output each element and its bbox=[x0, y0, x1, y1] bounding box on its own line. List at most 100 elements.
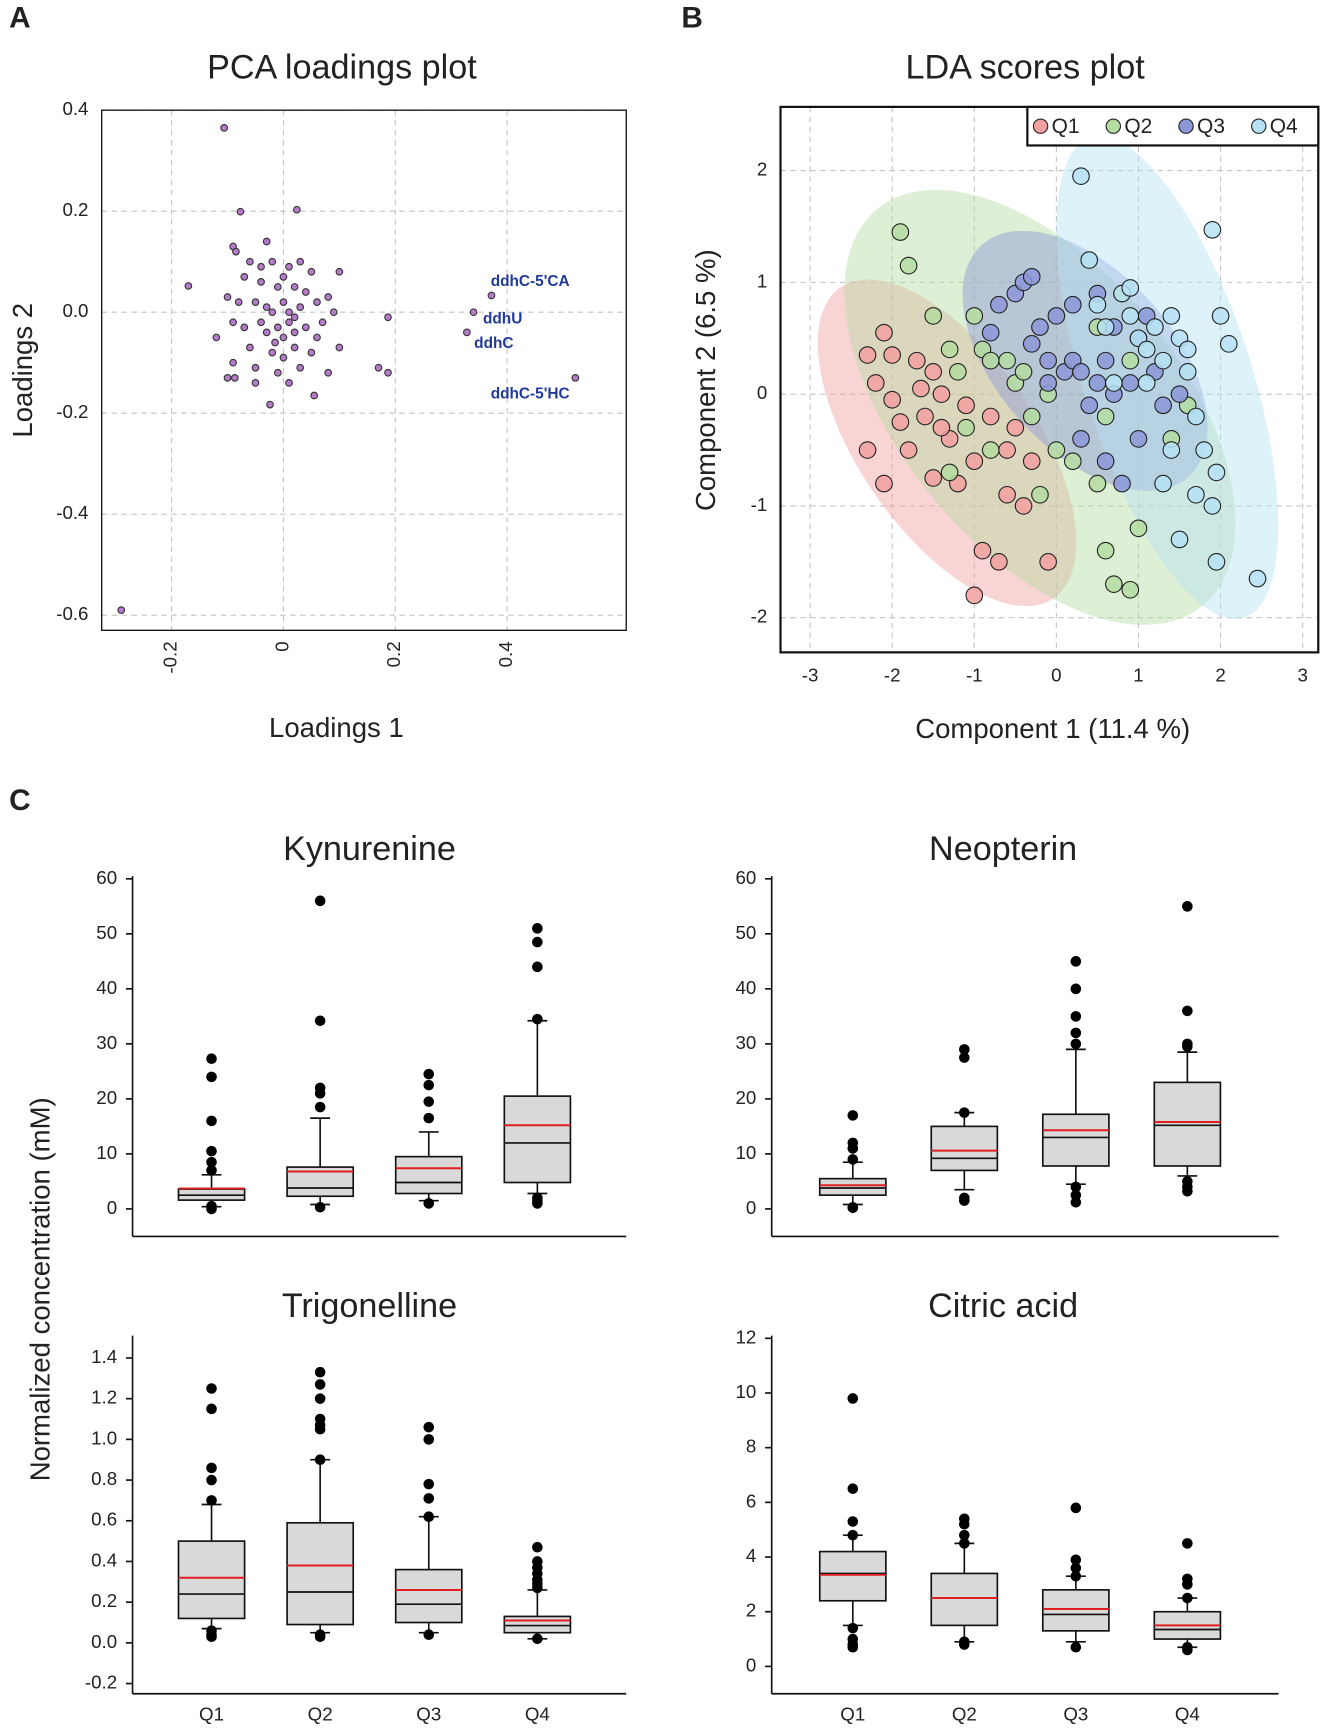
point bbox=[858, 441, 877, 459]
point bbox=[1121, 307, 1140, 325]
point bbox=[236, 207, 245, 216]
point bbox=[875, 323, 893, 342]
box bbox=[503, 1615, 572, 1634]
outlier bbox=[206, 1200, 217, 1212]
point bbox=[230, 373, 239, 382]
y-tick-label: 20 bbox=[735, 1087, 756, 1108]
point bbox=[324, 293, 333, 301]
point bbox=[251, 363, 260, 372]
y-tick-label: 0.0 bbox=[62, 300, 88, 321]
point bbox=[1063, 295, 1082, 314]
outlier bbox=[206, 1156, 217, 1168]
outlier bbox=[532, 1582, 543, 1594]
point bbox=[285, 318, 293, 327]
y-tick-label: 1.4 bbox=[91, 1346, 117, 1367]
outlier bbox=[314, 1015, 326, 1027]
outlier bbox=[1182, 1579, 1193, 1590]
box bbox=[1041, 1113, 1110, 1167]
confidence-ellipse bbox=[844, 189, 1236, 625]
point bbox=[1072, 362, 1090, 381]
point bbox=[234, 298, 243, 306]
point bbox=[1047, 307, 1066, 325]
point bbox=[223, 293, 232, 301]
legend-label: Q2 bbox=[1124, 115, 1152, 138]
outlier bbox=[532, 1013, 543, 1025]
x-tick-label: 0.4 bbox=[495, 641, 516, 667]
point bbox=[891, 413, 910, 431]
outlier bbox=[847, 1110, 859, 1121]
legend-marker bbox=[1032, 118, 1049, 134]
outlier bbox=[423, 1478, 435, 1490]
outlier bbox=[959, 1107, 970, 1118]
point bbox=[296, 303, 305, 311]
y-tick-label: 0.4 bbox=[62, 98, 88, 119]
point bbox=[240, 323, 249, 332]
point bbox=[117, 606, 126, 614]
point bbox=[1170, 385, 1189, 403]
point bbox=[973, 541, 992, 560]
outlier bbox=[1070, 1562, 1082, 1574]
x-tick-label: 0 bbox=[1051, 665, 1061, 686]
point bbox=[273, 323, 282, 332]
x-tick-label: 0.2 bbox=[383, 641, 404, 667]
box bbox=[394, 1568, 463, 1624]
outlier bbox=[532, 1633, 543, 1645]
point bbox=[998, 351, 1016, 370]
y-tick-label: -0.2 bbox=[85, 1672, 117, 1693]
point bbox=[858, 346, 877, 364]
y-tick-label: 60 bbox=[96, 867, 117, 888]
outlier bbox=[1182, 1592, 1193, 1604]
outlier bbox=[532, 936, 543, 948]
point bbox=[891, 223, 910, 241]
outlier bbox=[1182, 1644, 1193, 1656]
y-tick-label: 0.8 bbox=[91, 1468, 117, 1489]
point bbox=[1039, 553, 1057, 571]
y-tick-label: 0 bbox=[746, 1654, 756, 1675]
point bbox=[310, 391, 319, 400]
outlier bbox=[959, 1195, 970, 1206]
outlier bbox=[1070, 1181, 1082, 1193]
point bbox=[1187, 407, 1205, 426]
x-tick-label: Q2 bbox=[308, 1704, 333, 1725]
legend-box bbox=[1026, 105, 1320, 147]
outlier bbox=[1070, 1011, 1082, 1022]
outlier bbox=[206, 1474, 217, 1486]
y-tick-label: 10 bbox=[735, 1142, 756, 1163]
outlier bbox=[847, 1529, 859, 1541]
point bbox=[1088, 474, 1107, 493]
point bbox=[266, 400, 274, 409]
point bbox=[487, 291, 496, 300]
point bbox=[981, 441, 1000, 459]
point bbox=[469, 308, 478, 317]
point bbox=[965, 307, 984, 325]
point bbox=[335, 343, 344, 352]
box bbox=[818, 1177, 887, 1196]
y-tick-label: -1 bbox=[751, 494, 768, 515]
point bbox=[571, 373, 580, 382]
point bbox=[1121, 279, 1140, 297]
outlier bbox=[1070, 1027, 1082, 1039]
x-axis-label: Loadings 1 bbox=[269, 712, 404, 743]
point bbox=[285, 308, 293, 317]
point bbox=[940, 463, 959, 482]
point bbox=[329, 308, 338, 317]
y-tick-label: 0.2 bbox=[91, 1590, 117, 1611]
point bbox=[965, 452, 984, 471]
point bbox=[1113, 474, 1131, 493]
point bbox=[1105, 374, 1123, 392]
point bbox=[924, 469, 943, 487]
legend-marker bbox=[1178, 118, 1194, 134]
y-tick-label: 20 bbox=[96, 1087, 117, 1108]
x-tick-label: Q1 bbox=[199, 1704, 224, 1725]
point bbox=[957, 396, 975, 415]
x-tick-label: Q3 bbox=[416, 1704, 441, 1725]
outlier bbox=[206, 1053, 217, 1065]
y-tick-label: -0.6 bbox=[56, 603, 88, 624]
point bbox=[981, 351, 1000, 370]
point bbox=[949, 362, 967, 381]
point bbox=[1022, 335, 1041, 353]
point bbox=[1039, 351, 1057, 370]
legend-label: Q4 bbox=[1270, 115, 1298, 138]
outlier bbox=[532, 923, 543, 934]
outlier bbox=[423, 1068, 435, 1080]
